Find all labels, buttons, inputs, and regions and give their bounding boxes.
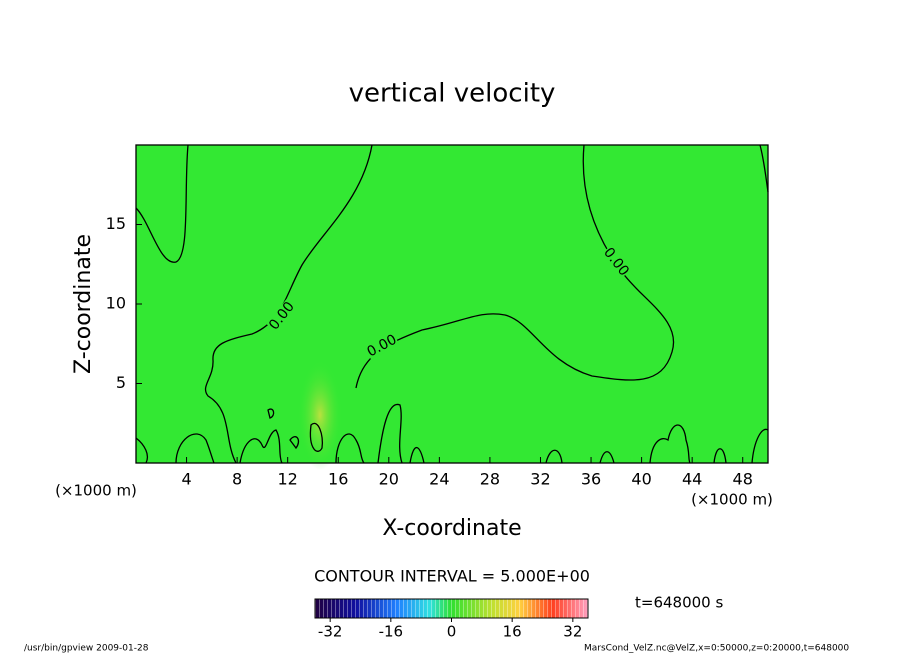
contour-line bbox=[135, 437, 149, 464]
colorbar-tick-label: 0 bbox=[447, 623, 457, 641]
contour-line bbox=[204, 144, 373, 464]
chart-title: vertical velocity bbox=[349, 79, 556, 109]
contour-line bbox=[135, 144, 189, 263]
y-tick-label: 10 bbox=[106, 294, 126, 313]
contour-line bbox=[599, 451, 615, 464]
contour-interval: CONTOUR INTERVAL = 5.000E+00 bbox=[314, 567, 590, 586]
contour-line bbox=[267, 408, 275, 419]
contour-line bbox=[377, 403, 403, 464]
contour-line bbox=[409, 446, 425, 464]
contour-label-bg bbox=[600, 245, 632, 279]
y-axis-label: Z-coordinate bbox=[71, 234, 96, 374]
colorbar-stripes bbox=[315, 599, 588, 618]
time-label: t=648000 s bbox=[635, 594, 723, 612]
x-tick-label: 48 bbox=[733, 470, 753, 489]
x-tick-label: 8 bbox=[232, 470, 242, 489]
x-tick-label: 24 bbox=[429, 470, 449, 489]
colorbar-tick-label: 16 bbox=[503, 623, 522, 641]
contour-line bbox=[289, 436, 300, 450]
contour-line bbox=[309, 422, 324, 452]
contour-line bbox=[751, 428, 769, 464]
x-tick-label: 44 bbox=[682, 470, 702, 489]
x-tick-label: 36 bbox=[581, 470, 601, 489]
y-tick-label: 15 bbox=[106, 214, 126, 233]
contour-label-bg bbox=[364, 332, 400, 360]
x-tick-label: 16 bbox=[328, 470, 348, 489]
y-tick-label: 5 bbox=[116, 373, 126, 392]
x-tick-label: 4 bbox=[181, 470, 191, 489]
plot-field bbox=[136, 145, 768, 463]
x-tick-label: 32 bbox=[530, 470, 550, 489]
contour-line bbox=[713, 448, 727, 464]
colorbar-tick-label: 32 bbox=[563, 623, 582, 641]
x-tick-label: 28 bbox=[480, 470, 500, 489]
contour-line bbox=[649, 424, 691, 464]
contour-line bbox=[239, 429, 283, 464]
contour-line bbox=[335, 433, 365, 464]
x-tick-label: 40 bbox=[631, 470, 651, 489]
x-tick-label: 20 bbox=[379, 470, 399, 489]
y-unit: (×1000 m) bbox=[55, 482, 137, 500]
footer-left: /usr/bin/gpview 2009-01-28 bbox=[24, 644, 149, 654]
footer-right: MarsCond_VelZ.nc@VelZ,x=0:50000,z=0:2000… bbox=[584, 644, 849, 654]
contour-label-bg bbox=[266, 299, 298, 333]
x-tick-label: 12 bbox=[278, 470, 298, 489]
contour-line bbox=[175, 433, 215, 464]
x-unit: (×1000 m) bbox=[691, 491, 773, 509]
colorbar-tick-label: -32 bbox=[318, 623, 343, 641]
x-axis-label: X-coordinate bbox=[382, 516, 521, 541]
contour-line bbox=[545, 449, 563, 464]
colorbar-tick-label: -16 bbox=[379, 623, 404, 641]
field-highlight bbox=[298, 360, 342, 470]
